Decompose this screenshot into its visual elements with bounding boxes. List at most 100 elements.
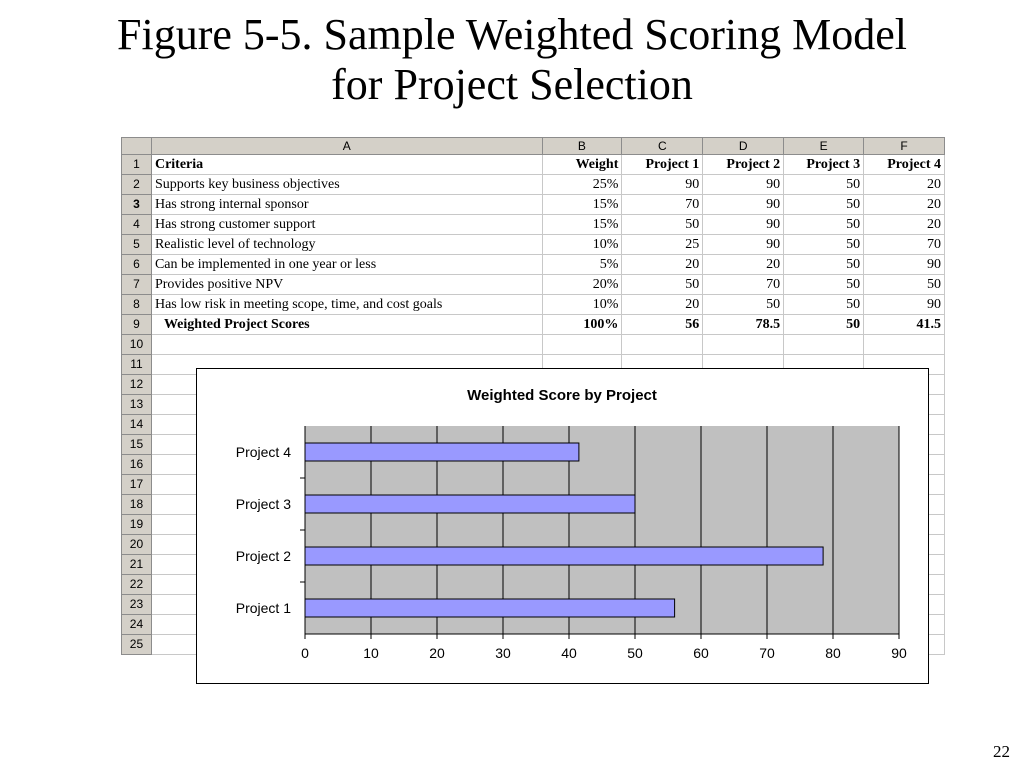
row-header[interactable]: 1 [121, 154, 152, 175]
cell[interactable]: 20 [621, 254, 704, 275]
cell[interactable]: 90 [621, 174, 704, 195]
cell[interactable]: 50 [783, 274, 865, 295]
cell[interactable]: 20 [863, 174, 945, 195]
cell[interactable]: 50 [702, 294, 785, 315]
table-row: 2 Supports key business objectives 25% 9… [121, 174, 945, 195]
cell[interactable]: 20 [621, 294, 704, 315]
row-header[interactable]: 5 [121, 234, 152, 255]
row-header[interactable]: 6 [121, 254, 152, 275]
cell[interactable]: 78.5 [702, 314, 785, 335]
cell[interactable]: 10% [541, 294, 623, 315]
column-header-d[interactable]: D [702, 137, 785, 155]
cell[interactable]: 41.5 [863, 314, 945, 335]
cell[interactable]: 50 [863, 274, 945, 295]
cell[interactable]: 50 [783, 314, 865, 335]
row-header[interactable]: 18 [121, 494, 152, 515]
bar-project-2 [304, 546, 824, 566]
row-header[interactable]: 19 [121, 514, 152, 535]
cell[interactable]: Project 3 [783, 154, 865, 175]
cell[interactable]: 50 [621, 214, 704, 235]
row-header[interactable]: 17 [121, 474, 152, 495]
cell[interactable]: 50 [783, 174, 865, 195]
x-tick-label: 50 [627, 645, 643, 661]
row-header[interactable]: 15 [121, 434, 152, 455]
cell[interactable]: 100% [541, 314, 623, 335]
cell[interactable]: Has strong customer support [150, 214, 543, 235]
cell[interactable]: 90 [863, 294, 945, 315]
cell[interactable]: Weight [541, 154, 623, 175]
cell[interactable]: Supports key business objectives [150, 174, 543, 195]
row-header[interactable]: 20 [121, 534, 152, 555]
cell[interactable]: 70 [702, 274, 785, 295]
table-row: 5 Realistic level of technology 10% 25 9… [121, 234, 945, 255]
cell[interactable]: 90 [702, 174, 785, 195]
cell[interactable] [783, 334, 865, 355]
row-header[interactable]: 21 [121, 554, 152, 575]
row-header[interactable]: 24 [121, 614, 152, 635]
cell[interactable] [702, 334, 785, 355]
embedded-chart[interactable]: Weighted Score by Project 0 10 20 30 40 50 60 7… [196, 368, 929, 684]
cell[interactable] [621, 334, 704, 355]
row-header[interactable]: 14 [121, 414, 152, 435]
table-row: 1 Criteria Weight Project 1 Project 2 Pr… [121, 154, 945, 175]
cell[interactable]: 90 [702, 194, 785, 215]
row-header[interactable]: 8 [121, 294, 152, 315]
cell[interactable]: 50 [621, 274, 704, 295]
cell[interactable]: Weighted Project Scores [150, 314, 543, 335]
cell[interactable]: Project 4 [863, 154, 945, 175]
cell[interactable]: 15% [541, 194, 623, 215]
cell[interactable]: 15% [541, 214, 623, 235]
cell[interactable]: 25% [541, 174, 623, 195]
category-label: Project 4 [236, 444, 291, 460]
cell[interactable]: 70 [863, 234, 945, 255]
row-header[interactable]: 9 [121, 314, 152, 335]
row-header[interactable]: 16 [121, 454, 152, 475]
cell[interactable] [863, 334, 945, 355]
cell[interactable]: Criteria [150, 154, 543, 175]
row-header[interactable]: 11 [121, 354, 152, 375]
cell[interactable]: 5% [541, 254, 623, 275]
row-header[interactable]: 7 [121, 274, 152, 295]
cell[interactable]: 20 [863, 214, 945, 235]
cell[interactable]: 50 [783, 214, 865, 235]
table-row: 10 [121, 334, 945, 355]
cell[interactable]: 50 [783, 194, 865, 215]
cell[interactable]: Project 2 [702, 154, 785, 175]
cell[interactable]: Provides positive NPV [150, 274, 543, 295]
row-header[interactable]: 23 [121, 594, 152, 615]
row-header[interactable]: 4 [121, 214, 152, 235]
row-header[interactable]: 13 [121, 394, 152, 415]
column-header-c[interactable]: C [621, 137, 704, 155]
cell[interactable]: 20% [541, 274, 623, 295]
cell[interactable]: Project 1 [621, 154, 704, 175]
cell[interactable]: 90 [702, 214, 785, 235]
cell[interactable] [541, 334, 623, 355]
cell[interactable]: 20 [863, 194, 945, 215]
column-header-b[interactable]: B [541, 137, 623, 155]
cell[interactable]: 10% [541, 234, 623, 255]
column-header-f[interactable]: F [863, 137, 945, 155]
cell[interactable]: 50 [783, 234, 865, 255]
row-header[interactable]: 25 [121, 634, 152, 655]
row-header-active[interactable]: 3 [121, 194, 152, 215]
cell[interactable]: Has low risk in meeting scope, time, and… [150, 294, 543, 315]
column-header-a[interactable]: A [150, 137, 543, 155]
row-header[interactable]: 10 [121, 334, 152, 355]
cell[interactable] [150, 334, 543, 355]
column-header-e[interactable]: E [783, 137, 865, 155]
cell[interactable]: Has strong internal sponsor [150, 194, 543, 215]
cell[interactable]: Can be implemented in one year or less [150, 254, 543, 275]
cell[interactable]: 50 [783, 254, 865, 275]
row-header[interactable]: 2 [121, 174, 152, 195]
select-all-corner[interactable] [121, 137, 152, 155]
cell[interactable]: 90 [863, 254, 945, 275]
row-header[interactable]: 22 [121, 574, 152, 595]
row-header[interactable]: 12 [121, 374, 152, 395]
cell[interactable]: 56 [621, 314, 704, 335]
cell[interactable]: 70 [621, 194, 704, 215]
cell[interactable]: 20 [702, 254, 785, 275]
cell[interactable]: 25 [621, 234, 704, 255]
cell[interactable]: Realistic level of technology [150, 234, 543, 255]
cell[interactable]: 90 [702, 234, 785, 255]
cell[interactable]: 50 [783, 294, 865, 315]
